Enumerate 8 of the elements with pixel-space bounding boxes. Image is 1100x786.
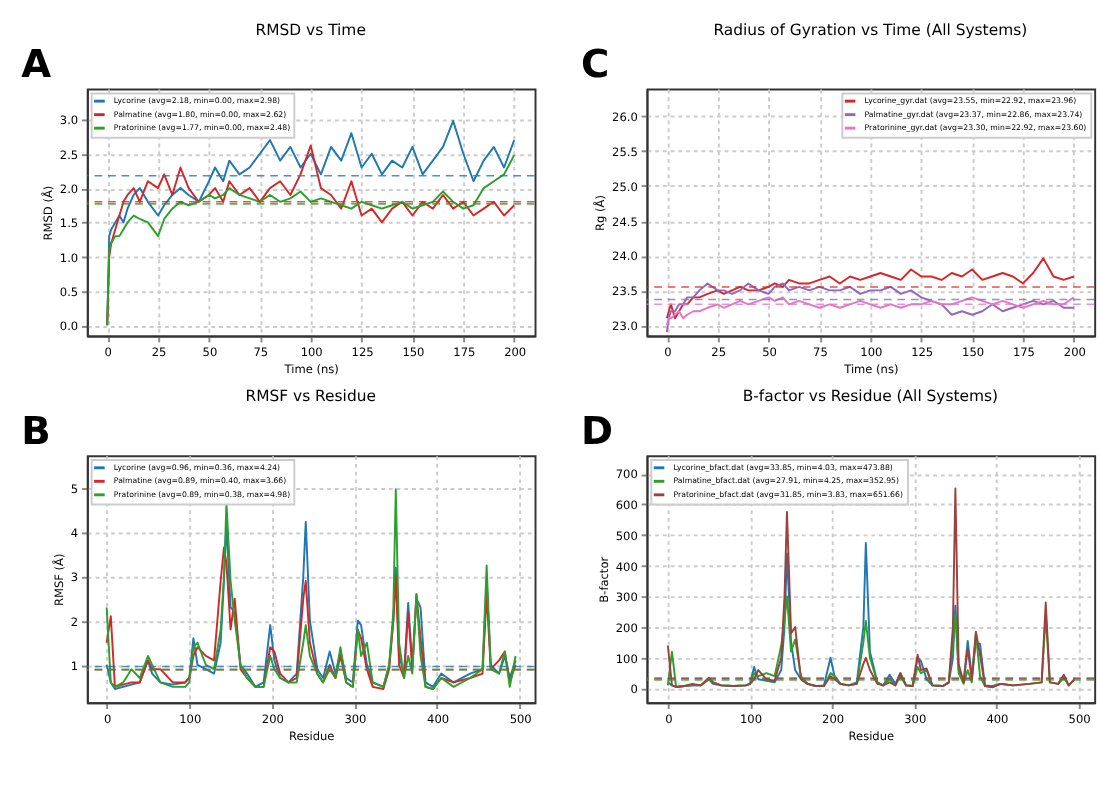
chart-title: RMSD vs Time xyxy=(255,20,367,39)
text: C xyxy=(580,41,610,88)
chart-title: Radius of Gyration vs Time (All Systems) xyxy=(713,20,1028,39)
chart-title: RMSF vs Residue xyxy=(245,387,377,406)
text: D xyxy=(580,407,613,454)
chart-title: B-factor vs Residue (All Systems) xyxy=(742,387,999,406)
text: B xyxy=(21,407,51,454)
text: A xyxy=(21,41,52,88)
